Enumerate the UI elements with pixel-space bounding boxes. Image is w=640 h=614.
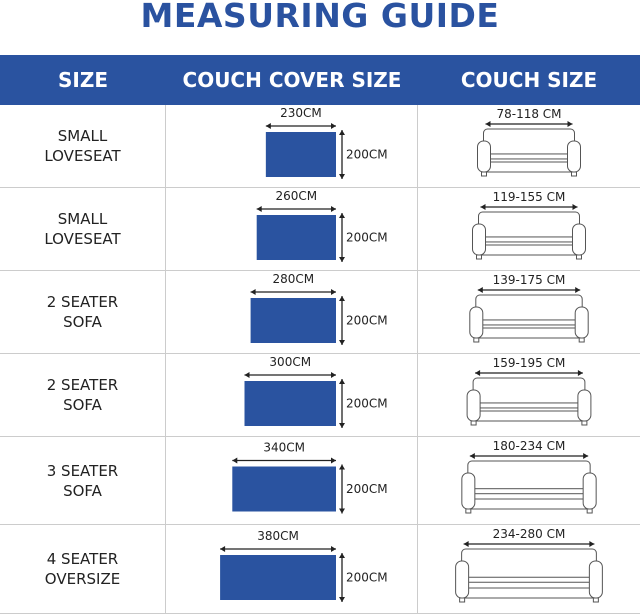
couch-diagram: 119-155 CM xyxy=(418,188,640,270)
couch-seat xyxy=(484,236,574,243)
couch-size-label: 234-280 CM xyxy=(493,527,566,541)
couch-leg xyxy=(571,171,577,177)
arrow-head xyxy=(339,130,345,179)
couch-leg xyxy=(481,171,487,177)
couch-leg xyxy=(473,337,480,343)
couch-arm-left xyxy=(461,472,476,510)
cover-diagram: 300CM 200CM xyxy=(166,354,418,436)
couch-base xyxy=(477,327,581,339)
cover-rectangle xyxy=(250,298,336,343)
size-label: SMALL LOVESEAT xyxy=(0,105,166,187)
couch-leg xyxy=(586,508,593,514)
cover-height-label: 200CM xyxy=(346,397,388,411)
cover-rectangle xyxy=(265,132,336,177)
header-cover-size: COUCH COVER SIZE xyxy=(182,68,402,92)
cover-diagram: 230CM 200CM xyxy=(166,105,418,187)
couch-seat xyxy=(473,488,585,495)
couch-leg xyxy=(476,254,483,260)
cover-height-label: 200CM xyxy=(346,571,388,585)
arrow-head xyxy=(339,296,345,345)
table-row: 3 SEATER SOFA 340CM 200CM 180-234 CM xyxy=(0,437,640,525)
couch-leg xyxy=(578,337,585,343)
couch-size-label: 119-155 CM xyxy=(493,190,566,204)
measuring-table: SIZE COUCH COVER SIZE COUCH SIZE SMALL L… xyxy=(0,55,640,614)
cover-width-label: 230CM xyxy=(280,106,322,120)
cover-width-label: 380CM xyxy=(257,529,299,543)
couch-leg xyxy=(470,420,477,426)
couch-arm-right xyxy=(574,306,589,339)
couch-arm-right xyxy=(567,140,581,173)
cover-diagram: 280CM 200CM xyxy=(166,271,418,353)
cover-diagram: 340CM 200CM xyxy=(166,437,418,524)
cover-rectangle xyxy=(256,215,336,260)
arrow-head xyxy=(339,464,345,514)
cover-rectangle xyxy=(244,381,336,426)
couch-base xyxy=(474,410,584,422)
couch-diagram: 139-175 CM xyxy=(418,271,640,353)
header-couch-size: COUCH SIZE xyxy=(460,68,598,92)
couch-size-label: 139-175 CM xyxy=(493,273,566,287)
couch-diagram: 234-280 CM xyxy=(418,525,640,613)
cover-rectangle xyxy=(220,555,336,600)
arrow-head xyxy=(339,553,345,602)
cover-height-label: 200CM xyxy=(346,231,388,245)
table-row: SMALL LOVESEAT 230CM 200CM 78-118 CM xyxy=(0,105,640,188)
arrow-head xyxy=(339,379,345,428)
cover-width-label: 280CM xyxy=(272,272,314,286)
couch-leg xyxy=(575,254,582,260)
table-row: 4 SEATER OVERSIZE 380CM 200CM 234-280 CM xyxy=(0,525,640,614)
couch-size-label: 180-234 CM xyxy=(493,439,566,453)
couch-arm-left xyxy=(477,140,491,173)
couch-arm-right xyxy=(577,389,592,422)
cover-height-label: 200CM xyxy=(346,148,388,162)
couch-arm-left xyxy=(466,389,481,422)
couch-size-label: 159-195 CM xyxy=(493,356,566,370)
couch-base xyxy=(485,161,573,173)
cover-diagram: 260CM 200CM xyxy=(166,188,418,270)
size-label: 2 SEATER SOFA xyxy=(0,271,166,353)
couch-diagram: 78-118 CM xyxy=(418,105,640,187)
arrow-head xyxy=(339,213,345,262)
couch-arm-left xyxy=(455,560,470,599)
couch-size-label: 78-118 CM xyxy=(496,107,561,121)
couch-arm-right xyxy=(582,472,597,510)
couch-base xyxy=(463,587,595,599)
couch-seat xyxy=(467,576,591,583)
cover-width-label: 300CM xyxy=(269,355,311,369)
size-label: 2 SEATER SOFA xyxy=(0,354,166,436)
table-row: 2 SEATER SOFA 280CM 200CM 139-175 CM xyxy=(0,271,640,354)
cover-diagram: 380CM 200CM xyxy=(166,525,418,613)
couch-arm-left xyxy=(469,306,484,339)
couch-leg xyxy=(465,508,472,514)
couch-arm-right xyxy=(588,560,603,599)
header-size: SIZE xyxy=(57,68,108,92)
cover-height-label: 200CM xyxy=(346,314,388,328)
couch-seat xyxy=(481,319,577,326)
couch-diagram: 180-234 CM xyxy=(418,437,640,524)
cover-rectangle xyxy=(232,466,336,512)
size-label: 4 SEATER OVERSIZE xyxy=(0,525,166,613)
couch-diagram: 159-195 CM xyxy=(418,354,640,436)
couch-leg xyxy=(459,597,466,603)
couch-base xyxy=(469,498,589,510)
page-title: MEASURING GUIDE xyxy=(140,0,500,35)
size-label: 3 SEATER SOFA xyxy=(0,437,166,524)
couch-seat xyxy=(489,153,569,160)
couch-seat xyxy=(478,402,580,409)
couch-base xyxy=(480,244,578,256)
size-label: SMALL LOVESEAT xyxy=(0,188,166,270)
cover-width-label: 260CM xyxy=(276,189,318,203)
cover-width-label: 340CM xyxy=(263,441,305,455)
table-header: SIZE COUCH COVER SIZE COUCH SIZE xyxy=(0,55,640,105)
couch-leg xyxy=(581,420,588,426)
couch-leg xyxy=(592,597,599,603)
cover-height-label: 200CM xyxy=(346,482,388,496)
couch-arm-left xyxy=(472,223,487,256)
table-row: 2 SEATER SOFA 300CM 200CM 159-195 CM xyxy=(0,354,640,437)
table-row: SMALL LOVESEAT 260CM 200CM 119-155 CM xyxy=(0,188,640,271)
couch-arm-right xyxy=(571,223,586,256)
